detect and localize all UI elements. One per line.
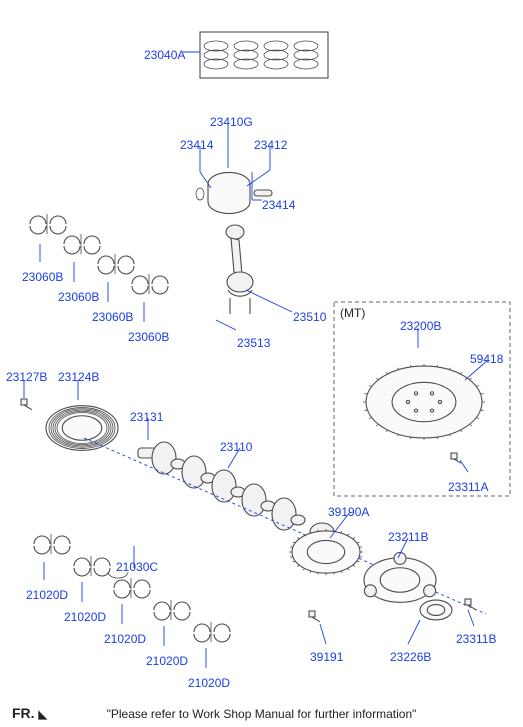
callout-21030C: 21030C bbox=[116, 560, 158, 574]
callout-23410G: 23410G bbox=[210, 115, 253, 129]
callout-23510: 23510 bbox=[293, 310, 326, 324]
callout-21020D_5: 21020D bbox=[188, 676, 230, 690]
mt-label: (MT) bbox=[340, 306, 365, 320]
callout-23412: 23412 bbox=[254, 138, 287, 152]
callout-59418: 59418 bbox=[470, 352, 503, 366]
callout-21020D_2: 21020D bbox=[64, 610, 106, 624]
callout-23414_r: 23414 bbox=[262, 198, 295, 212]
callout-23124B: 23124B bbox=[58, 370, 99, 384]
callout-23060B_2: 23060B bbox=[58, 290, 99, 304]
callout-23131: 23131 bbox=[130, 410, 163, 424]
callout-39191: 39191 bbox=[310, 650, 343, 664]
callout-23211B: 23211B bbox=[388, 530, 428, 544]
callout-23200B: 23200B bbox=[400, 319, 441, 333]
callout-21020D_3: 21020D bbox=[104, 632, 146, 646]
callout-23127B: 23127B bbox=[6, 370, 47, 384]
callout-23040A: 23040A bbox=[144, 48, 185, 62]
callout-23513: 23513 bbox=[237, 336, 270, 350]
callout-23060B_3: 23060B bbox=[92, 310, 133, 324]
callout-23060B_1: 23060B bbox=[22, 270, 63, 284]
callout-23414_l: 23414 bbox=[180, 138, 213, 152]
callout-23311A: 23311A bbox=[448, 480, 488, 494]
callout-23110: 23110 bbox=[220, 440, 252, 454]
callout-21020D_1: 21020D bbox=[26, 588, 68, 602]
callout-23311B: 23311B bbox=[456, 632, 496, 646]
footer-note: "Please refer to Work Shop Manual for fu… bbox=[0, 707, 523, 721]
callout-23226B: 23226B bbox=[390, 650, 431, 664]
callout-23060B_4: 23060B bbox=[128, 330, 169, 344]
callout-21020D_4: 21020D bbox=[146, 654, 188, 668]
callout-39190A: 39190A bbox=[328, 505, 369, 519]
